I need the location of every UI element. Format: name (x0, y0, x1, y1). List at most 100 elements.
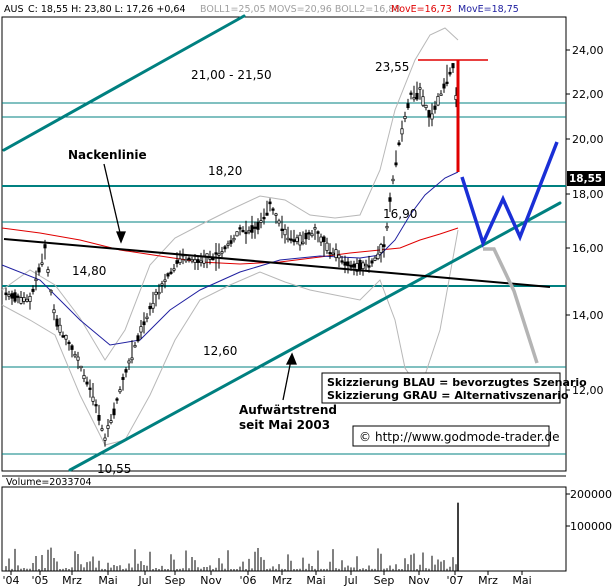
candle-body (445, 81, 449, 84)
candle-body (283, 228, 287, 236)
moving-average-red (1, 227, 459, 265)
price-tick: 20,00 (572, 133, 604, 146)
time-tick: Mai (306, 574, 325, 587)
source-url[interactable]: http://www.godmode-trader.de (375, 430, 560, 444)
candle-body (10, 293, 14, 299)
volume-tick: 1000000 (570, 520, 612, 533)
candle-body (394, 162, 398, 166)
volume-axis: 2000000 1000000 (566, 488, 612, 533)
candle-body (292, 239, 296, 243)
price-tick: 14,00 (572, 309, 604, 322)
volume-panel (1, 486, 567, 572)
candle-body (382, 244, 386, 247)
uptrend-channel (2, 14, 562, 472)
time-tick: Mai (98, 574, 117, 587)
candle-body (376, 253, 380, 259)
candle-body (136, 335, 140, 342)
candle-body (391, 178, 395, 182)
candle-body (199, 260, 203, 263)
candle-body (418, 87, 422, 90)
horizontal-levels (2, 102, 566, 455)
symbol-label: AUS (4, 4, 23, 15)
candle-body (115, 398, 119, 401)
candle-body (58, 324, 62, 333)
candle-body (49, 289, 53, 293)
candle-body (124, 369, 128, 373)
candle-body (280, 228, 284, 231)
candle-body (19, 297, 23, 304)
candle-body (172, 268, 176, 271)
time-tick: '05 (31, 574, 48, 587)
candle-body (28, 295, 32, 302)
candle-body (100, 428, 104, 431)
time-tick: '07 (446, 574, 463, 587)
candle-body (145, 316, 149, 319)
candle-body (4, 292, 8, 296)
level-12-6-label: 12,60 (203, 344, 237, 358)
time-tick: Nov (200, 574, 222, 587)
candle-body (436, 96, 440, 106)
level-16-9-label: 16,90 (383, 207, 417, 221)
price-tick: 12,00 (572, 384, 604, 397)
candle-body (379, 244, 383, 253)
time-tick: Mai (512, 574, 531, 587)
bollinger-bands (1, 27, 459, 446)
candle-body (157, 291, 161, 295)
candle-body (322, 236, 326, 243)
candle-body (286, 237, 290, 241)
candle-body (253, 226, 257, 229)
candle-body (88, 387, 92, 390)
candle-body (298, 234, 302, 246)
bollinger-upper (1, 27, 459, 361)
candle-body (160, 283, 164, 286)
time-tick: '06 (239, 574, 256, 587)
candle-body (166, 273, 170, 277)
candle-body (139, 326, 143, 333)
candle-body (133, 345, 137, 348)
candle-body (361, 262, 365, 269)
candle-body (103, 437, 107, 441)
candle-body (193, 259, 197, 263)
candle-body (289, 238, 293, 241)
price-candles (4, 62, 458, 447)
bollinger-lower (1, 229, 459, 446)
candle-body (94, 404, 98, 407)
candle-body (295, 237, 299, 242)
candle-body (310, 233, 314, 237)
candle-body (274, 213, 278, 216)
candle-body (187, 257, 191, 260)
candle-body (325, 242, 329, 251)
time-tick: Jul (137, 574, 151, 587)
low-label: 10,55 (97, 462, 131, 476)
candle-body (451, 63, 455, 69)
current-price-value: 18,55 (569, 173, 602, 185)
quote-label: C: 18,55 H: 23,80 L: 17,26 +0,64 (28, 4, 186, 15)
candle-body (415, 92, 419, 100)
candle-body (304, 232, 308, 240)
candle-body (190, 259, 194, 262)
candle-body (421, 96, 425, 106)
candle-body (127, 360, 131, 364)
candle-body (319, 236, 323, 243)
candle-body (316, 231, 320, 234)
time-tick: Mrz (478, 574, 498, 587)
source-box[interactable]: © http://www.godmode-trader.de (352, 425, 560, 447)
candle-body (109, 420, 113, 423)
candle-body (79, 365, 83, 369)
candle-body (334, 249, 338, 258)
candle-body (271, 208, 275, 211)
candle-body (121, 377, 125, 380)
candle-body (400, 128, 404, 135)
candle-body (244, 231, 248, 235)
candle-body (175, 260, 179, 264)
level-18-label: 18,20 (208, 164, 242, 178)
candle-body (67, 341, 71, 345)
candle-body (406, 103, 410, 109)
candle-body (22, 297, 26, 302)
candle-body (403, 116, 407, 119)
current-price-badge (567, 171, 605, 186)
candle-body (433, 105, 437, 110)
move-red-label: MovE=16,73 (391, 4, 452, 15)
chart-header: AUS C: 18,55 H: 23,80 L: 17,26 +0,64 BOL… (4, 4, 519, 15)
